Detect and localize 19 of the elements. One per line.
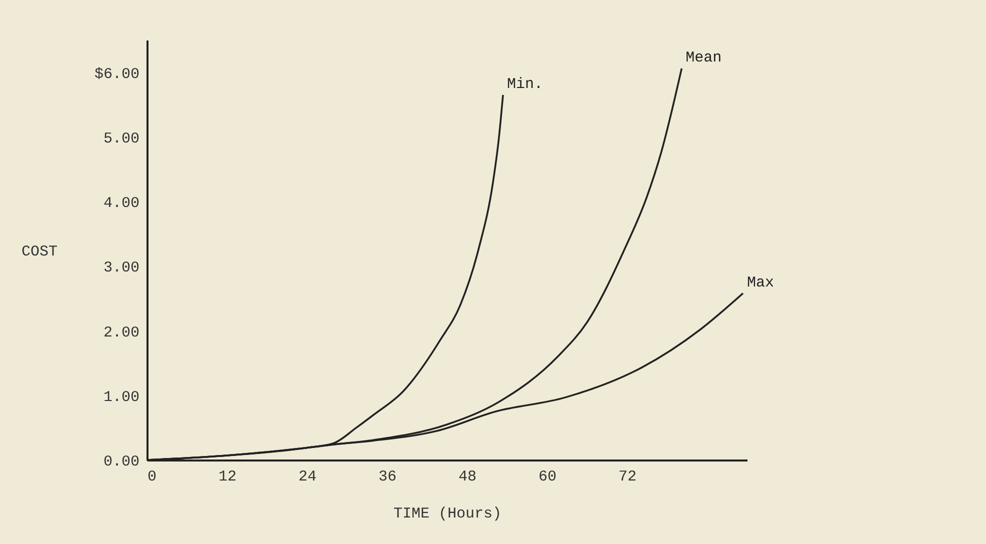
x-axis-title: TIME (Hours) [393,506,502,522]
series-label: Mean [686,49,722,66]
y-axis-title: COST [21,244,58,260]
y-tick-label: 3.00 [103,260,140,277]
x-tick-label: 0 [148,468,157,486]
x-tick-label: 72 [618,468,637,486]
y-tick-label: 2.00 [103,324,140,342]
y-tick-label: 0.00 [103,454,140,470]
x-tick-label: 48 [458,468,477,486]
y-tick-label: 4.00 [103,195,140,212]
series-label: Min. [507,76,544,93]
x-tick-label: 36 [378,468,397,486]
y-tick-label: 5.00 [103,130,140,148]
series-label: Max [747,274,774,292]
y-tick-label: $6.00 [94,66,140,83]
x-tick-label: 24 [298,468,317,486]
x-tick-label: 60 [538,468,557,486]
x-tick-label: 12 [218,468,237,486]
y-tick-label: 1.00 [103,388,140,406]
